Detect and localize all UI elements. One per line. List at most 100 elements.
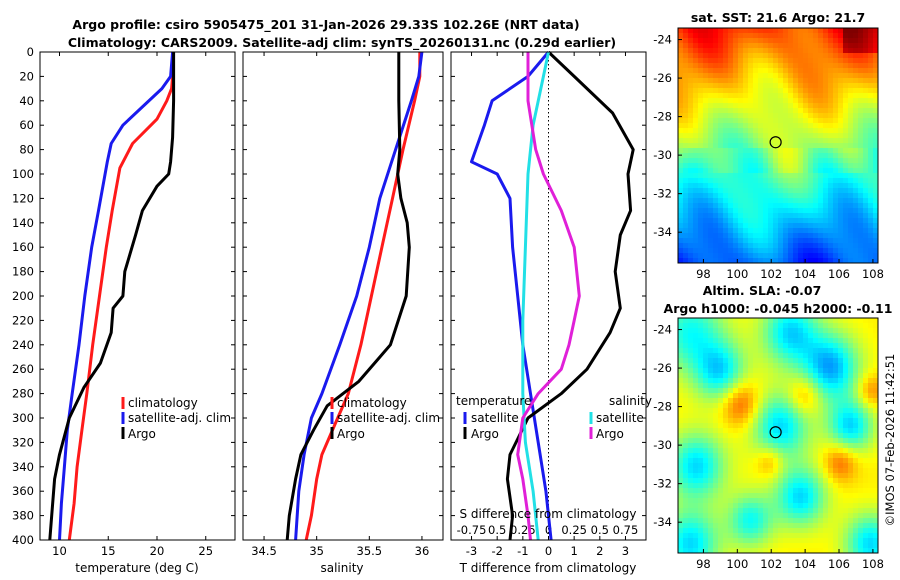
sst-cell: [813, 78, 819, 84]
sst-cell: [678, 143, 684, 149]
sla-cell: [853, 423, 859, 429]
sst-cell: [708, 248, 714, 254]
sla-cell: [858, 478, 864, 484]
series-s-satellite: [521, 51, 550, 541]
sla-cell: [713, 523, 719, 529]
sst-cell: [813, 28, 819, 34]
sla-cell: [708, 383, 714, 389]
sst-cell: [868, 63, 874, 69]
sla-cell: [863, 548, 869, 554]
sla-cell: [763, 408, 769, 414]
sst-cell: [763, 113, 769, 119]
sla-cell: [858, 383, 864, 389]
sst-cell: [683, 28, 689, 34]
sst-cell: [843, 188, 849, 194]
sla-cell: [768, 513, 774, 519]
sst-cell: [788, 158, 794, 164]
sla-cell: [758, 483, 764, 489]
sst-cell: [823, 123, 829, 129]
legend-label-argo: Argo: [337, 427, 365, 441]
sst-cell: [723, 198, 729, 204]
sst-cell: [843, 163, 849, 169]
sla-cell: [778, 543, 784, 549]
sla-cell: [843, 378, 849, 384]
sla-cell: [763, 478, 769, 484]
sla-cell: [748, 373, 754, 379]
sla-cell: [698, 408, 704, 414]
sst-cell: [718, 78, 724, 84]
sst-cell: [733, 238, 739, 244]
sst-cell: [803, 48, 809, 54]
sst-cell: [693, 143, 699, 149]
sla-cell: [778, 513, 784, 519]
sla-cell: [808, 338, 814, 344]
sla-cell: [748, 533, 754, 539]
sst-cell: [808, 103, 814, 109]
sst-cell: [783, 63, 789, 69]
sla-cell: [868, 368, 874, 374]
sst-cell: [798, 173, 804, 179]
sst-cell: [858, 258, 864, 264]
sst-cell: [793, 153, 799, 159]
sla-cell: [688, 533, 694, 539]
sst-cell: [873, 168, 879, 174]
sst-cell: [823, 258, 829, 264]
sla-cell: [708, 418, 714, 424]
sla-cell: [848, 468, 854, 474]
sst-cell: [848, 153, 854, 159]
sst-cell: [793, 228, 799, 234]
sla-cell: [683, 508, 689, 514]
sst-cell: [713, 48, 719, 54]
sla-cell: [748, 478, 754, 484]
sst-cell: [718, 113, 724, 119]
sst-cell: [718, 178, 724, 184]
sst-cell: [798, 78, 804, 84]
sst-cell: [778, 93, 784, 99]
sst-cell: [698, 28, 704, 34]
sla-cell: [688, 353, 694, 359]
sst-cell: [698, 58, 704, 64]
sst-cell: [808, 248, 814, 254]
sst-cell: [858, 113, 864, 119]
sst-cell: [798, 203, 804, 209]
sst-cell: [778, 113, 784, 119]
sla-cell: [788, 478, 794, 484]
sla-cell: [803, 433, 809, 439]
sla-cell: [708, 353, 714, 359]
sst-cell: [773, 58, 779, 64]
sla-cell: [718, 323, 724, 329]
sst-cell: [873, 133, 879, 139]
sla-cell: [868, 328, 874, 334]
sst-cell: [783, 73, 789, 79]
sst-cell: [783, 68, 789, 74]
sst-cell: [758, 93, 764, 99]
sst-cell: [843, 53, 849, 59]
sla-cell: [808, 418, 814, 424]
sst-cell: [813, 203, 819, 209]
sla-cell: [793, 413, 799, 419]
sla-cell: [773, 388, 779, 394]
sst-cell: [728, 63, 734, 69]
map-x-tick-label: 108: [862, 557, 884, 571]
sla-cell: [708, 413, 714, 419]
sst-cell: [813, 83, 819, 89]
sla-cell: [838, 513, 844, 519]
sla-cell: [818, 498, 824, 504]
sst-cell: [853, 93, 859, 99]
sst-cell: [698, 63, 704, 69]
sst-cell: [873, 228, 879, 234]
sla-cell: [838, 423, 844, 429]
sst-cell: [863, 238, 869, 244]
sst-cell: [738, 98, 744, 104]
x-tick-label: 0: [545, 544, 552, 558]
x-tick-label: -3: [466, 544, 477, 558]
sla-cell: [808, 428, 814, 434]
sla-cell: [733, 408, 739, 414]
sst-cell: [753, 183, 759, 189]
sst-cell: [738, 28, 744, 34]
sla-cell: [808, 468, 814, 474]
sst-cell: [688, 198, 694, 204]
sst-cell: [828, 138, 834, 144]
sla-cell: [678, 443, 684, 449]
sla-cell: [768, 413, 774, 419]
